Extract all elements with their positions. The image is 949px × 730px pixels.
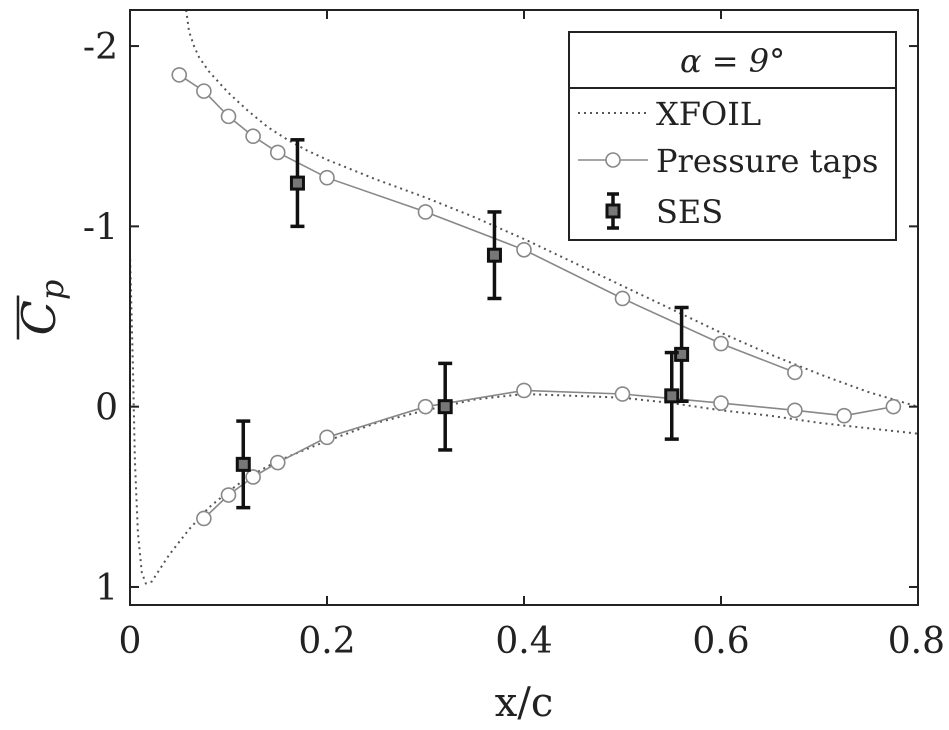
pressure-taps-point bbox=[516, 382, 532, 399]
pressure-taps-point bbox=[245, 469, 261, 485]
pressure-taps-point bbox=[220, 108, 237, 125]
legend-ses-marker bbox=[605, 203, 621, 219]
legend-ses-swatch bbox=[605, 192, 621, 230]
pressure-taps-point bbox=[713, 395, 729, 411]
pressure-taps-point bbox=[171, 67, 188, 83]
x-tick-label: 0.6 bbox=[692, 621, 749, 662]
ses-point bbox=[664, 350, 680, 441]
x-axis-label: x/c bbox=[495, 680, 553, 726]
pressure-taps-point bbox=[196, 510, 212, 527]
ses-point bbox=[289, 138, 305, 229]
y-tick-label: -1 bbox=[83, 207, 118, 248]
pressure-taps-point bbox=[319, 429, 335, 446]
pressure-taps-point bbox=[269, 454, 286, 471]
ses-point bbox=[674, 305, 690, 404]
legend-pressure-taps-marker bbox=[605, 152, 621, 168]
plot-area bbox=[129, 9, 919, 585]
pressure-taps-point bbox=[787, 364, 803, 381]
pressure-taps-point bbox=[516, 242, 532, 258]
pressure-taps-point bbox=[713, 335, 729, 352]
legend: α = 9° XFOIL Pressure taps SES bbox=[568, 31, 897, 241]
pressure-taps-point bbox=[614, 290, 631, 307]
pressure-taps-point bbox=[245, 128, 261, 145]
ses-point bbox=[235, 419, 251, 510]
ses-marker bbox=[235, 456, 251, 472]
y-tick-label: -2 bbox=[83, 27, 118, 68]
pressure-taps-point bbox=[319, 169, 335, 186]
pressure-taps-point bbox=[885, 398, 902, 415]
y-axis-label: Cp bbox=[12, 280, 71, 340]
pressure-taps-point bbox=[787, 402, 803, 419]
axes: 0 0.2 0.4 0.6 0.8-2-101 bbox=[83, 9, 945, 662]
x-tick-label: 0 bbox=[119, 621, 142, 662]
pressure-taps-point bbox=[614, 386, 631, 402]
pressure-taps-point bbox=[417, 398, 434, 415]
legend-ses-label: SES bbox=[656, 193, 723, 231]
legend-pressure-taps-label: Pressure taps bbox=[656, 142, 878, 180]
pressure-taps-point bbox=[269, 144, 286, 161]
ses-point bbox=[486, 210, 502, 301]
ses-marker bbox=[437, 399, 453, 415]
xfoil-line-0 bbox=[185, 9, 919, 408]
xfoil-line-1 bbox=[129, 253, 919, 585]
y-axis-label-subscript: p bbox=[33, 280, 71, 300]
x-tick-label: 0.8 bbox=[888, 621, 945, 662]
y-axis-label-text: Cp bbox=[12, 280, 71, 336]
x-tick-label: 0.4 bbox=[495, 621, 552, 662]
y-axis-label-main: C bbox=[12, 300, 66, 335]
legend-box bbox=[568, 31, 897, 241]
ses-point bbox=[437, 361, 453, 452]
x-tick-label: 0.2 bbox=[298, 621, 355, 662]
y-tick-label: 1 bbox=[95, 568, 118, 609]
ses-marker bbox=[664, 388, 680, 404]
pressure-taps-point bbox=[196, 83, 212, 99]
y-tick-label: 0 bbox=[95, 388, 118, 429]
ses-marker bbox=[486, 247, 502, 263]
pressure-taps-point bbox=[220, 487, 237, 503]
ses-marker bbox=[289, 175, 305, 191]
pressure-taps-point bbox=[836, 407, 852, 424]
legend-xfoil-label: XFOIL bbox=[656, 95, 761, 133]
pressure-taps-point bbox=[417, 204, 434, 220]
ses-marker bbox=[674, 346, 690, 362]
legend-header: α = 9° bbox=[680, 42, 785, 80]
